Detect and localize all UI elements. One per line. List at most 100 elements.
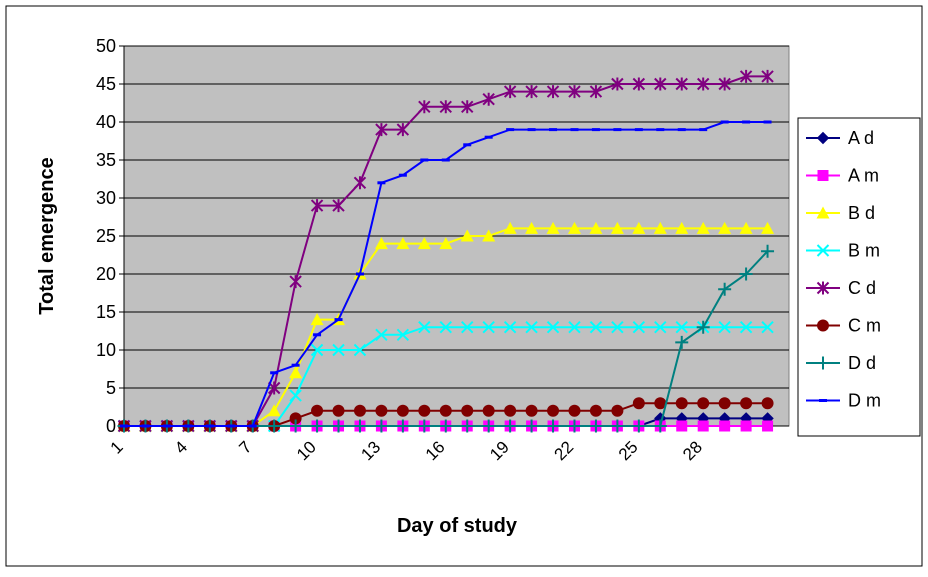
data-point-b-d [439, 237, 453, 250]
data-point-c-d [568, 85, 581, 99]
data-point-d-d [675, 335, 689, 349]
data-point-d-d [482, 419, 496, 433]
data-point-d-m [591, 128, 600, 132]
data-point-d-m [248, 424, 257, 428]
data-point-c-d [546, 85, 560, 99]
legend-label: A d [848, 128, 874, 148]
data-point-c-d [310, 199, 324, 213]
legend-marker-b-m [816, 244, 830, 257]
data-point-c-m [504, 404, 517, 417]
data-point-d-m [720, 120, 729, 124]
data-point-c-m [289, 412, 302, 425]
data-point-b-d [396, 237, 410, 250]
legend-marker-c-m [817, 319, 829, 332]
data-point-b-m [525, 320, 538, 334]
data-point-d-m [699, 128, 708, 132]
data-point-d-d [374, 419, 388, 433]
data-point-d-d [718, 282, 732, 296]
legend-item-b-m: B m [806, 241, 880, 261]
data-point-c-m [632, 397, 645, 410]
data-point-b-d [374, 237, 388, 250]
data-point-c-m [718, 397, 731, 410]
data-point-c-m [375, 404, 388, 417]
data-point-c-m [311, 404, 324, 417]
legend-label: D d [848, 353, 876, 373]
data-point-b-m [332, 343, 345, 357]
x-axis-title: Day of study [397, 515, 518, 537]
data-point-b-m [289, 389, 302, 402]
y-tick-label: 35 [96, 150, 116, 170]
data-point-d-m [570, 128, 579, 132]
data-point-b-d [460, 229, 474, 242]
data-point-d-m [634, 128, 643, 132]
legend-label: C m [848, 316, 881, 336]
legend-marker-a-m [817, 170, 829, 181]
data-point-b-d [482, 229, 496, 242]
data-point-d-d [739, 267, 753, 281]
y-tick-label: 20 [96, 264, 116, 284]
data-point-d-d [353, 419, 367, 433]
data-point-d-m [120, 424, 128, 428]
legend-item-a-m: A m [806, 166, 879, 186]
data-point-d-m [441, 158, 450, 162]
data-point-d-d [460, 419, 474, 433]
legend-item-d-m: D m [806, 391, 881, 411]
y-axis-title: Total emergence [36, 157, 58, 314]
data-point-c-d [632, 77, 646, 91]
data-point-c-d [739, 69, 753, 83]
data-point-b-d [675, 221, 689, 234]
data-point-b-m [654, 320, 667, 334]
data-point-d-d [546, 419, 560, 433]
data-point-c-m [740, 397, 753, 410]
data-point-d-d [439, 419, 453, 433]
data-point-b-m [546, 320, 560, 334]
data-point-d-d [653, 419, 667, 433]
data-point-b-m [632, 320, 646, 334]
legend-label: D m [848, 391, 881, 411]
data-point-b-m [482, 320, 495, 334]
data-point-b-m [353, 343, 367, 357]
data-point-b-d [289, 366, 303, 379]
data-point-d-m [527, 128, 536, 132]
legend-label: C d [848, 278, 876, 298]
data-point-c-d [418, 100, 431, 114]
data-point-b-m [568, 320, 581, 334]
data-point-d-m [184, 424, 193, 428]
data-point-c-d [353, 176, 367, 190]
y-tick-label: 30 [96, 188, 116, 208]
data-point-d-m [227, 424, 236, 428]
data-point-c-d [589, 85, 603, 99]
data-point-d-m [270, 371, 279, 375]
data-point-c-d [675, 77, 688, 91]
data-point-d-m [141, 424, 150, 428]
data-point-d-d [310, 419, 324, 433]
legend-label: A m [848, 166, 879, 186]
data-point-d-d [503, 419, 517, 433]
data-point-b-m [739, 320, 753, 334]
legend-item-d-d: D d [806, 353, 876, 373]
legend-label: B d [848, 203, 875, 223]
data-point-d-m [377, 181, 386, 185]
data-point-b-m [396, 328, 410, 342]
data-point-d-m [613, 128, 622, 132]
data-point-b-d [417, 237, 431, 250]
data-point-a-m [697, 420, 709, 432]
data-point-c-m [353, 404, 366, 417]
data-point-b-d [589, 221, 603, 234]
y-tick-label: 0 [106, 416, 116, 436]
y-tick-label: 5 [106, 378, 116, 398]
data-point-b-d [632, 221, 646, 234]
y-tick-label: 15 [96, 302, 116, 322]
y-tick-label: 40 [96, 112, 116, 132]
data-point-c-d [439, 100, 452, 114]
data-point-d-m [355, 272, 364, 276]
legend-item-b-d: B d [806, 203, 875, 223]
data-point-d-d [396, 419, 410, 433]
data-point-a-m [719, 420, 731, 432]
data-point-d-d [761, 244, 775, 258]
data-point-d-d [610, 419, 624, 433]
data-point-c-d [761, 69, 774, 83]
data-point-c-m [675, 397, 688, 410]
data-point-b-d [739, 221, 753, 234]
data-point-d-m [549, 128, 558, 132]
